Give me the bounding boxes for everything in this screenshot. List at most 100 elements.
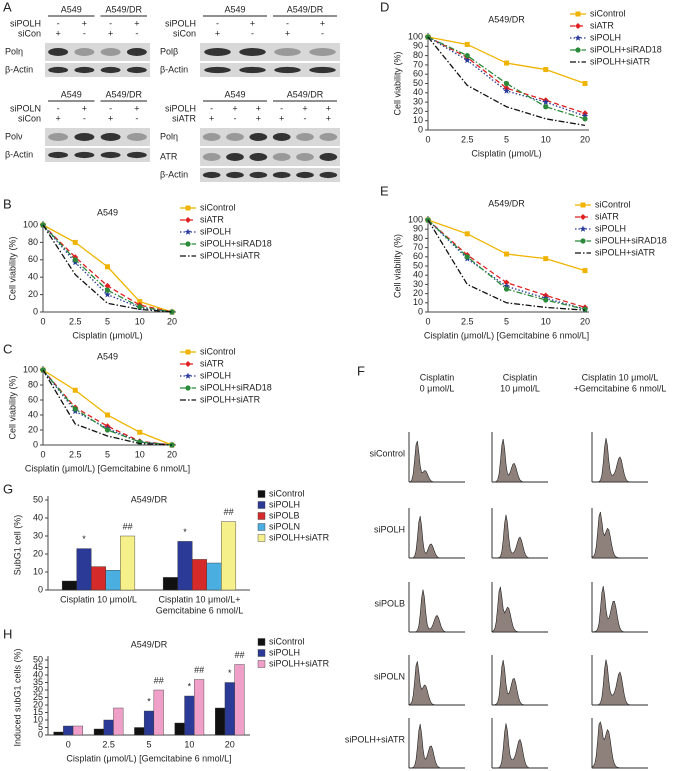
- blot-strip: [45, 128, 150, 146]
- blot-band: [204, 48, 231, 56]
- legend-label: siATR: [595, 211, 619, 221]
- marker: [105, 412, 110, 418]
- x-tick-label: 0: [40, 449, 45, 459]
- chart-title: A549/DR: [131, 494, 168, 504]
- legend-label: siPOLH: [595, 223, 626, 233]
- series-line: [42, 369, 173, 446]
- y-tick-label: 60: [28, 394, 38, 404]
- y-tick-label: 50: [33, 494, 43, 504]
- y-tick-label: 25: [33, 692, 43, 702]
- legend-label: siControl: [269, 636, 305, 646]
- bar: [215, 707, 226, 736]
- legend-swatch: [257, 523, 266, 531]
- marker: [503, 279, 510, 286]
- row-mark: -: [280, 103, 283, 113]
- marker: [543, 297, 549, 303]
- row-label: siPOLH: [165, 103, 196, 113]
- legend-label: siPOLH+siRAD18: [590, 44, 662, 54]
- bar: [91, 566, 106, 591]
- y-tick-label: 10: [413, 115, 423, 125]
- y-tick-label: 40: [413, 270, 423, 280]
- protein-label: Polν: [5, 131, 23, 141]
- panel-label: D: [380, 0, 389, 14]
- row-mark: +: [279, 113, 284, 123]
- row-mark: +: [320, 18, 325, 28]
- blot-band: [226, 171, 244, 179]
- row-mark: +: [232, 103, 237, 113]
- legend-label: siATR: [200, 358, 224, 368]
- y-tick-label: 15: [33, 707, 43, 717]
- y-tick-label: 20: [33, 699, 43, 709]
- blot-strip: [200, 128, 340, 146]
- y-tick-label: 50: [413, 260, 423, 270]
- blot-band: [309, 48, 336, 56]
- series-line: [42, 224, 173, 313]
- x-tick-label: Gemcitabine 6 nmol/L: [156, 605, 244, 615]
- blot-band: [274, 48, 301, 56]
- y-tick-label: 20: [28, 424, 38, 434]
- blot-band: [204, 66, 231, 74]
- blot-band: [126, 48, 147, 56]
- annotation: *: [228, 668, 232, 678]
- panel-label: F: [357, 363, 365, 378]
- row-mark: -: [135, 113, 138, 123]
- blot-band: [74, 133, 95, 141]
- blot-band: [74, 66, 95, 74]
- row-mark: +: [134, 18, 139, 28]
- bar: [143, 710, 155, 736]
- y-tick-label: 40: [28, 409, 38, 419]
- marker: [104, 291, 111, 298]
- x-tick-label: 0: [40, 316, 45, 326]
- marker: [463, 56, 471, 64]
- row-mark: -: [83, 113, 86, 123]
- marker: [72, 387, 78, 393]
- y-tick-label: 40: [33, 669, 43, 679]
- row-mark: -: [234, 113, 237, 123]
- column-header: 0 μmol/L: [420, 383, 455, 393]
- y-tick-label: 0: [33, 306, 38, 316]
- histogram: [591, 721, 648, 769]
- y-axis-label: Cell viability (%): [7, 375, 17, 439]
- blot-band: [274, 66, 301, 74]
- chart-title: A549: [97, 207, 118, 217]
- x-tick-label: 5: [105, 449, 110, 459]
- marker: [581, 112, 589, 119]
- annotation: *: [183, 527, 187, 537]
- blot-band: [202, 171, 221, 179]
- marker: [137, 304, 143, 310]
- panel-label: H: [3, 626, 12, 641]
- blot-band: [239, 66, 266, 74]
- legend-label: siPOLH+siATR: [595, 247, 656, 257]
- panel-label: B: [3, 196, 12, 211]
- legend-marker: [574, 34, 582, 41]
- legend-marker: [580, 214, 586, 220]
- annotation: *: [147, 696, 151, 706]
- chart-title: A549/DR: [131, 639, 168, 649]
- x-tick-label: 20: [167, 449, 177, 459]
- bar: [113, 707, 124, 736]
- legend-label: siControl: [590, 8, 626, 18]
- annotation: ##: [194, 665, 204, 675]
- legend-marker: [580, 238, 586, 244]
- marker: [104, 287, 111, 293]
- row-mark: -: [251, 28, 254, 38]
- marker: [105, 264, 110, 270]
- row-label: siPOLB: [374, 598, 405, 608]
- marker: [503, 282, 510, 290]
- histogram: [491, 586, 548, 633]
- blot-band: [202, 153, 221, 161]
- legend-marker: [185, 241, 191, 247]
- panel-label: E: [380, 183, 389, 198]
- series-line: [427, 219, 586, 311]
- marker: [137, 299, 143, 305]
- blot-band: [296, 133, 314, 141]
- x-tick-label: 5: [146, 739, 151, 749]
- protein-label: ATR: [160, 151, 178, 161]
- legend-swatch: [257, 638, 266, 646]
- bar: [153, 689, 164, 736]
- row-label: siControl: [369, 448, 405, 458]
- x-tick-label: Cisplatin 10 μmol/L: [60, 594, 137, 604]
- blot-band: [272, 171, 291, 179]
- y-tick-label: 60: [413, 69, 423, 79]
